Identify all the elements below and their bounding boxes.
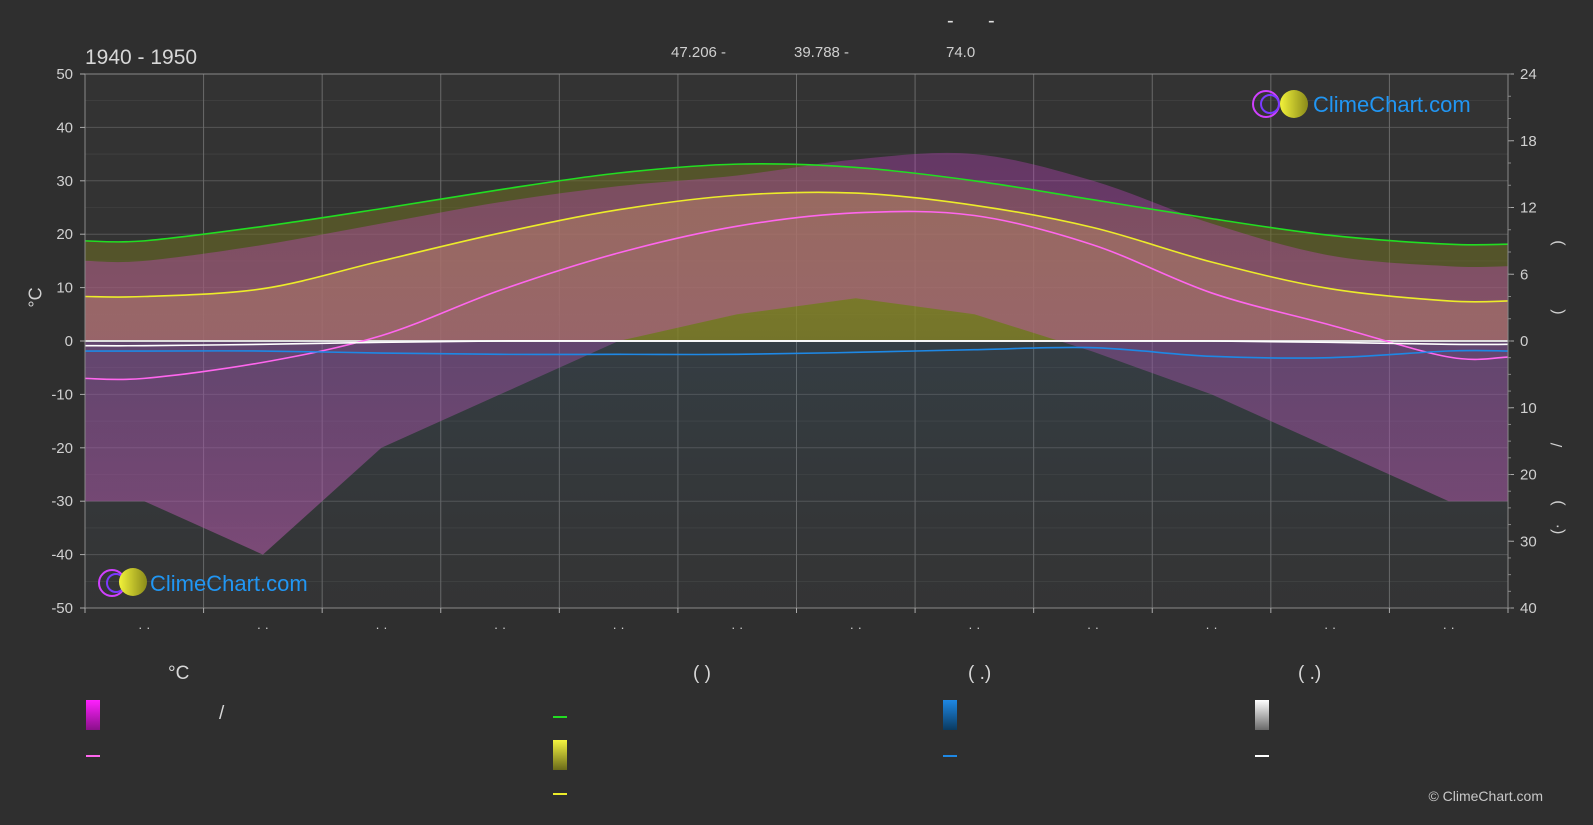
right-axis-label-fragment: (· [1549, 524, 1566, 535]
right-tick-label: 6 [1520, 266, 1528, 283]
left-tick-label: 10 [56, 280, 73, 297]
x-tick-label: · · [1443, 620, 1455, 635]
longitude-label: 39.788 - [794, 44, 850, 61]
legend-temp-range-swatch [86, 700, 100, 730]
sunshine-line [84, 191, 1509, 303]
left-tick-label: -50 [51, 600, 73, 617]
x-tick-label: · · [1205, 620, 1217, 635]
chart-bands [85, 152, 1508, 608]
right-tick-label: 24 [1520, 66, 1537, 83]
legend-temp-slash: / [219, 703, 225, 724]
left-tick-label: -20 [51, 440, 73, 457]
right-axis-label-fragment: / [1549, 442, 1566, 447]
legend-snow-mean-swatch [1255, 755, 1269, 757]
period-title: 1940 - 1950 [85, 46, 198, 69]
logo-bottom: ClimeChart.com [98, 568, 308, 597]
daylight-line [84, 163, 1509, 246]
x-tick-label: · · [138, 620, 150, 635]
right-tick-label: 10 [1520, 400, 1537, 417]
x-tick-label: · · [494, 620, 506, 635]
legend-sun-head: ( ) [693, 663, 711, 684]
right-axis-label-fragment: ) [1549, 240, 1566, 245]
legend-sunshine-range-swatch [553, 740, 567, 770]
x-tick-label: · · [375, 620, 387, 635]
chart-svg: 50 40 30 20 10 0 -10 -20 -30 -40 -50 24 18 12 6 0 10 20 30… [51, 66, 1566, 635]
x-tick-label: · · [850, 620, 862, 635]
legend-rain-head: ( .) [968, 663, 992, 684]
logo-sun-icon [119, 568, 147, 596]
right-tick-label: 20 [1520, 467, 1537, 484]
snow-line [84, 340, 1509, 347]
title-dash-2: - [988, 10, 995, 32]
logo-ring-inner-icon [1260, 94, 1280, 114]
legend-daylight-swatch [553, 716, 567, 718]
copyright: © ClimeChart.com [1428, 788, 1543, 804]
x-tick-label: · · [612, 620, 624, 635]
left-tick-label: -10 [51, 386, 73, 403]
latitude-label: 47.206 - [671, 44, 727, 61]
right-axis-label-fragment: ) [1549, 500, 1566, 505]
right-axis-label-fragment: ( [1549, 309, 1566, 315]
right-tick-label: 30 [1520, 533, 1537, 550]
legend-temp-head: °C [168, 663, 190, 684]
legend-temp-mean-swatch [86, 755, 100, 757]
temperature-range-band [85, 152, 1508, 555]
legend-sunshine-mean-swatch [553, 793, 567, 795]
legend-snow-head: ( .) [1298, 663, 1322, 684]
logo-sun-icon [1280, 90, 1308, 118]
title-dash-1: - [947, 10, 954, 32]
right-tick-label: 40 [1520, 600, 1537, 617]
left-tick-label: 20 [56, 226, 73, 243]
temperature-mean-line [84, 210, 1509, 381]
x-tick-label: · · [257, 620, 269, 635]
left-tick-label: -30 [51, 493, 73, 510]
left-tick-label: 50 [56, 66, 73, 83]
right-tick-label: 0 [1520, 333, 1528, 350]
logo-text-top: ClimeChart.com [1313, 92, 1471, 117]
left-tick-label: 30 [56, 173, 73, 190]
precipitation-shade [85, 341, 1508, 608]
legend-rain-range-swatch [943, 700, 957, 730]
legend-snow-range-swatch [1255, 700, 1269, 730]
x-tick-label: · · [968, 620, 980, 635]
x-tick-label: · · [731, 620, 743, 635]
logo-text-bottom: ClimeChart.com [150, 571, 308, 596]
x-tick-label: · · [1087, 620, 1099, 635]
left-tick-label: 0 [65, 333, 73, 350]
legend-rain-mean-swatch [943, 755, 957, 757]
chart-axes: 50 40 30 20 10 0 -10 -20 -30 -40 -50 24 18 12 6 0 10 20 30… [51, 66, 1566, 635]
right-tick-label: 18 [1520, 133, 1537, 150]
left-tick-label: 40 [56, 119, 73, 136]
right-tick-label: 12 [1520, 200, 1537, 217]
x-tick-label: · · [1324, 620, 1336, 635]
left-tick-label: -40 [51, 547, 73, 564]
elevation-label: 74.0 [946, 44, 976, 61]
chart-lines [84, 163, 1509, 381]
rain-line [85, 346, 1509, 359]
logo-top: ClimeChart.com [1252, 90, 1471, 118]
